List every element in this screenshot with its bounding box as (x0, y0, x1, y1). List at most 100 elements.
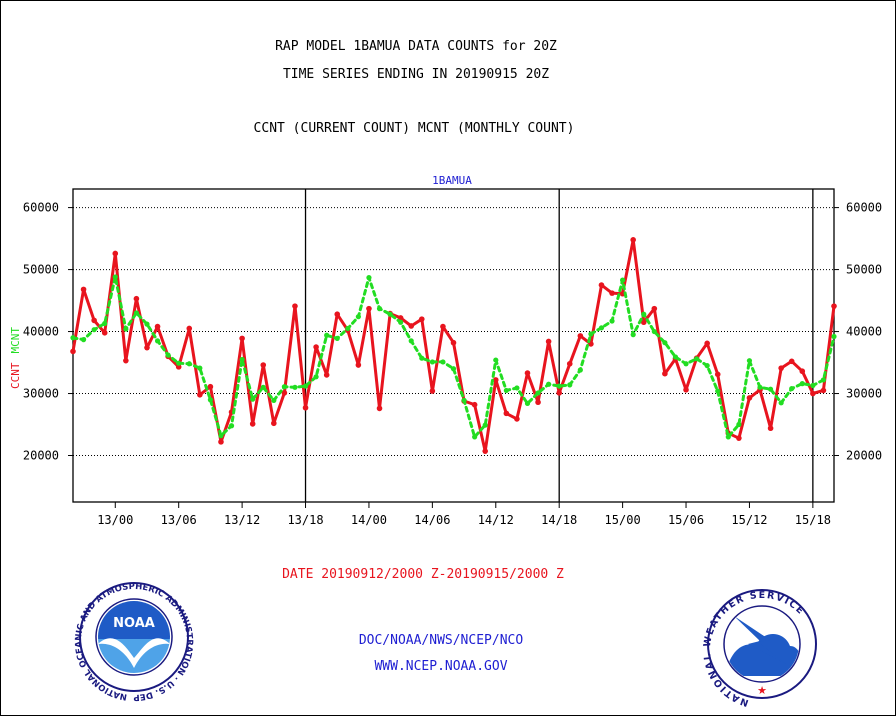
data-point-ccnt (144, 344, 150, 351)
data-point-ccnt (683, 387, 689, 393)
data-point-ccnt (788, 358, 795, 365)
data-point-ccnt (80, 286, 87, 293)
data-point-ccnt (260, 362, 267, 368)
data-point-ccnt (281, 390, 288, 396)
chart-title-line2: TIME SERIES ENDING IN 20190915 20Z (283, 67, 549, 82)
data-point-mcnt (271, 397, 277, 403)
data-point-ccnt (207, 383, 214, 390)
data-point-ccnt (482, 448, 489, 454)
data-point-mcnt (70, 335, 76, 341)
data-point-mcnt (302, 383, 309, 389)
data-point-mcnt (757, 384, 763, 390)
data-point-ccnt (239, 335, 245, 342)
data-point-mcnt (186, 361, 192, 367)
x-tick-label: 15/18 (795, 513, 831, 527)
org-label: DOC/NOAA/NWS/NCEP/NCO (359, 633, 524, 648)
data-point-ccnt (492, 377, 499, 383)
nws-star-icon: ★ (757, 684, 767, 697)
data-point-mcnt (651, 328, 657, 335)
data-point-mcnt (715, 388, 721, 394)
x-tick-label: 14/00 (351, 513, 387, 527)
data-point-ccnt (799, 368, 806, 375)
x-tick-label: 13/12 (224, 513, 260, 527)
y-tick-label-left: 20000 (23, 449, 59, 463)
data-point-mcnt (398, 319, 404, 325)
data-point-ccnt (101, 329, 108, 336)
data-point-mcnt (440, 359, 446, 365)
data-point-mcnt (218, 433, 224, 439)
nws-cloud-icon (726, 634, 799, 676)
data-point-mcnt (588, 331, 594, 337)
data-point-ccnt (651, 305, 658, 312)
x-tick-label: 15/12 (731, 513, 767, 527)
series-line-mcnt (71, 275, 836, 439)
data-point-ccnt (767, 425, 774, 432)
data-point-mcnt (799, 381, 805, 387)
data-point-mcnt (207, 397, 214, 403)
data-point-mcnt (598, 325, 605, 331)
data-point-ccnt (355, 362, 362, 368)
data-point-mcnt (725, 434, 731, 440)
y-tick-label-left: 50000 (23, 263, 59, 277)
data-point-mcnt (472, 434, 478, 440)
data-point-mcnt (176, 360, 182, 366)
data-point-ccnt (746, 395, 753, 401)
x-tick-label: 14/18 (541, 513, 577, 527)
data-point-mcnt (197, 365, 203, 371)
data-point-ccnt (736, 435, 742, 441)
data-point-ccnt (503, 410, 510, 417)
data-point-mcnt (165, 352, 171, 358)
data-point-mcnt (609, 318, 615, 324)
data-point-mcnt (112, 274, 118, 280)
data-point-ccnt (545, 338, 552, 345)
data-point-ccnt (70, 348, 76, 355)
data-point-mcnt (746, 358, 753, 364)
website-link[interactable]: WWW.NCEP.NOAA.GOV (374, 659, 507, 674)
data-point-mcnt (408, 338, 414, 344)
data-point-ccnt (408, 323, 415, 329)
data-point-ccnt (556, 390, 562, 396)
data-point-mcnt (250, 396, 256, 402)
data-point-ccnt (566, 360, 573, 367)
data-point-mcnt (577, 367, 583, 373)
data-point-ccnt (524, 370, 531, 376)
data-point-mcnt (662, 340, 668, 346)
y-axis-label-ccnt: CCNT (9, 362, 22, 389)
data-point-ccnt (535, 399, 541, 406)
data-point-mcnt (524, 400, 531, 407)
x-tick-label: 13/00 (97, 513, 133, 527)
x-tick-label: 14/06 (414, 513, 450, 527)
axes (68, 188, 839, 508)
data-point-ccnt (450, 339, 457, 346)
x-tick-label: 15/06 (668, 513, 704, 527)
data-point-mcnt (450, 366, 457, 372)
data-point-ccnt (831, 303, 837, 309)
data-point-mcnt (429, 359, 435, 365)
data-point-ccnt (598, 282, 605, 288)
data-point-mcnt (556, 383, 562, 389)
data-point-mcnt (461, 397, 467, 403)
tick-labels: 20000 20000 30000 30000 40000 40000 50000 50000… (23, 201, 882, 527)
series (70, 237, 837, 454)
data-point-mcnt (789, 385, 795, 392)
noaa-seagull-icon (98, 638, 170, 668)
data-point-mcnt (482, 422, 488, 428)
data-point-ccnt (218, 439, 224, 445)
data-point-ccnt (154, 323, 161, 330)
data-point-ccnt (440, 323, 446, 330)
data-point-mcnt (567, 382, 573, 388)
data-point-mcnt (228, 423, 235, 429)
data-point-ccnt (313, 344, 319, 350)
data-point-ccnt (714, 371, 721, 378)
y-tick-label-right: 30000 (846, 387, 882, 401)
y-tick-label-right: 60000 (846, 201, 882, 215)
data-point-mcnt (704, 363, 710, 369)
data-point-mcnt (493, 357, 499, 363)
data-point-mcnt (154, 338, 161, 344)
date-range-label: DATE 20190912/2000 Z-20190915/2000 Z (282, 567, 564, 582)
data-point-ccnt (91, 317, 97, 324)
data-point-mcnt (820, 377, 827, 383)
data-point-ccnt (429, 388, 436, 394)
data-point-mcnt (693, 356, 700, 362)
